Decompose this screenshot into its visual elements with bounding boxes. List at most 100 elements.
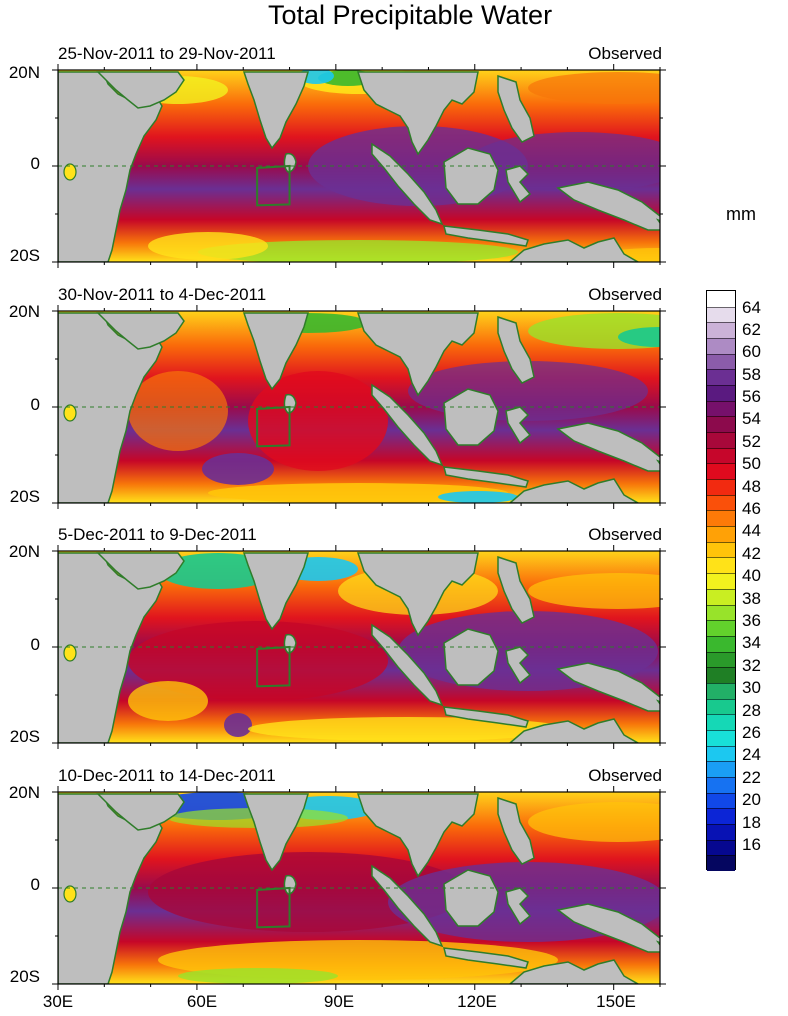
colorbar-label: 48 <box>742 477 761 496</box>
map-field <box>58 311 660 503</box>
colorbar-label: 46 <box>742 499 761 518</box>
panel-4-label: Observed <box>588 766 662 785</box>
colorbar-segment <box>707 620 735 637</box>
tpw-contour-region <box>224 713 252 737</box>
colorbar-label: 34 <box>742 633 761 652</box>
colorbar-label: 22 <box>742 768 761 787</box>
colorbar-label: 54 <box>742 409 761 428</box>
colorbar-segment <box>707 385 735 402</box>
colorbar-segment <box>707 651 735 668</box>
tpw-contour-region <box>528 72 660 104</box>
colorbar-segment <box>707 369 735 386</box>
map-panel-1 <box>52 64 666 268</box>
land-islands <box>657 700 660 732</box>
tpw-contour-region <box>202 453 274 485</box>
tpw-contour-region <box>178 968 338 984</box>
lake-victoria <box>63 404 77 422</box>
colorbar-label: 42 <box>742 544 761 563</box>
study-region-box <box>256 405 291 448</box>
colorbar-label: 36 <box>742 611 761 630</box>
panel-1-lat-20s: 20S <box>9 246 40 265</box>
tpw-contour-region <box>148 232 268 260</box>
map-field <box>58 792 660 984</box>
lon-label-90e: 90E <box>323 992 355 1011</box>
colorbar-label: 62 <box>742 320 761 339</box>
colorbar-label: 44 <box>742 521 761 540</box>
tpw-contour-region <box>468 132 660 192</box>
panel-3-label: Observed <box>588 525 662 544</box>
colorbar-segment <box>707 479 735 496</box>
colorbar-segment <box>707 463 735 480</box>
colorbar-segment <box>707 557 735 574</box>
panel-3-date-range: 5-Dec-2011 to 9-Dec-2011 <box>58 525 257 544</box>
lake-victoria <box>63 644 77 662</box>
panel-4-lat-0: 0 <box>30 875 40 894</box>
panel-3-lat-0: 0 <box>30 635 40 654</box>
tpw-contour-region <box>438 491 518 503</box>
colorbar-segment <box>707 541 735 558</box>
colorbar-label: 40 <box>742 566 761 585</box>
colorbar-label: 50 <box>742 454 761 473</box>
panel-1-lat-20n: 20N <box>8 63 40 82</box>
map-panel-2 <box>52 305 666 509</box>
colorbar-segment <box>707 510 735 527</box>
colorbar-segment <box>707 839 735 856</box>
colorbar-segment <box>707 400 735 417</box>
colorbar-label: 60 <box>742 342 761 361</box>
colorbar-segment <box>707 432 735 449</box>
colorbar-segment <box>707 526 735 543</box>
tpw-contour-region <box>528 802 660 842</box>
colorbar-segment <box>707 494 735 511</box>
axis-ticks <box>52 64 666 268</box>
panel-1-lat-0: 0 <box>30 154 40 173</box>
colorbar-segment <box>707 698 735 715</box>
colorbar-label: 64 <box>742 298 761 317</box>
tpw-contour-region <box>528 313 660 349</box>
colorbar-segment <box>707 808 735 825</box>
tpw-contour-region <box>148 852 468 932</box>
colorbar-segment <box>707 338 735 355</box>
panel-3-lat-20s: 20S <box>9 727 40 746</box>
tpw-contour-region <box>248 371 388 471</box>
map-panel-3 <box>52 545 666 749</box>
colorbar-segment <box>707 745 735 762</box>
colorbar-label: 52 <box>742 432 761 451</box>
lake-victoria <box>63 163 77 181</box>
colorbar-segment <box>707 714 735 731</box>
colorbar-label: 24 <box>742 745 761 764</box>
colorbar-segment <box>707 776 735 794</box>
colorbar-label: 28 <box>742 701 761 720</box>
colorbar-segment <box>707 322 735 339</box>
tpw-contour-region <box>128 371 228 451</box>
lon-label-150e: 150E <box>596 992 636 1011</box>
colorbar-segment <box>707 635 735 653</box>
tpw-contour-region <box>248 717 568 741</box>
panel-4-lat-20s: 20S <box>9 967 40 986</box>
colorbar-label: 20 <box>742 790 761 809</box>
colorbar-segment <box>707 604 735 621</box>
colorbar-segment <box>707 306 735 323</box>
colorbar-label: 38 <box>742 589 761 608</box>
map-panel-4 <box>52 786 666 990</box>
lon-label-30e: 30E <box>42 992 74 1011</box>
land-islands <box>657 941 660 973</box>
tpw-contour-region <box>528 573 660 609</box>
tpw-contour-region <box>618 327 660 347</box>
colorbar-label: 58 <box>742 365 761 384</box>
panel-4-date-range: 10-Dec-2011 to 14-Dec-2011 <box>58 766 276 785</box>
lake-victoria <box>63 885 77 903</box>
panel-2-label: Observed <box>588 285 662 304</box>
panel-2-lat-20s: 20S <box>9 487 40 506</box>
colorbar-segment <box>707 667 735 684</box>
colorbar <box>706 290 736 872</box>
tpw-contour-region <box>128 681 208 721</box>
colorbar-segment <box>707 823 735 841</box>
map-field <box>58 551 660 743</box>
lon-label-120e: 120E <box>457 992 497 1011</box>
colorbar-segment <box>707 588 735 605</box>
study-region-box <box>256 164 291 207</box>
colorbar-label: 26 <box>742 723 761 742</box>
panel-2-lat-0: 0 <box>30 395 40 414</box>
axis-ticks <box>52 305 666 509</box>
land-islands <box>657 460 660 492</box>
